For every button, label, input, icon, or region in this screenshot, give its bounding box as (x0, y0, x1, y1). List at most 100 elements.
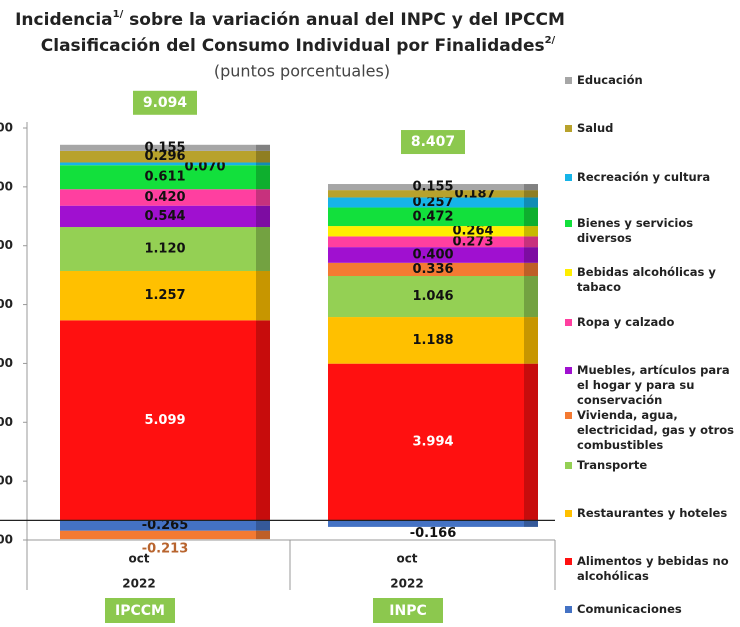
bar-segment (328, 207, 538, 227)
bar-side (524, 236, 538, 248)
legend-swatch (565, 412, 572, 419)
legend-label: Vivienda, agua, electricidad, gas y otro… (577, 408, 734, 452)
bar-side (256, 144, 270, 151)
legend-item: Salud (565, 121, 737, 136)
bar-segment (60, 320, 270, 521)
group-label: INPC (389, 603, 426, 619)
data-label: 1.188 (412, 333, 453, 348)
data-label: 3.994 (412, 435, 453, 450)
data-label: 0.544 (144, 209, 185, 224)
total-box (401, 130, 465, 155)
legend-swatch (565, 220, 572, 227)
legend-label: Restaurantes y hoteles (577, 506, 728, 520)
bar-segment (328, 184, 538, 191)
legend-item: Ropa y calzado (565, 315, 737, 330)
legend-label: Transporte (577, 458, 648, 472)
legend-label: Ropa y calzado (577, 315, 675, 329)
bar-segment (60, 227, 270, 271)
legend-item: Bebidas alcohólicas y tabaco (565, 265, 737, 295)
bar-side (256, 320, 270, 521)
bar-side (524, 184, 538, 191)
legend-label: Comunicaciones (577, 602, 682, 616)
bar-segment (328, 317, 538, 364)
data-label: -0.265 (142, 518, 189, 533)
legend-label: Alimentos y bebidas no alcohólicas (577, 554, 729, 583)
y-tick-label: 00 (0, 533, 13, 547)
bar-segment (60, 530, 270, 540)
bar-side (256, 189, 270, 206)
data-label: 0.257 (412, 195, 453, 210)
data-label: -0.166 (410, 526, 457, 541)
data-label: 0.296 (144, 149, 185, 164)
bar-segment (60, 520, 270, 531)
bar-side (524, 276, 538, 318)
legend-label: Salud (577, 121, 614, 135)
data-label: 1.257 (144, 288, 185, 303)
legend-label: Muebles, artículos para el hogar y para … (577, 363, 730, 407)
bar-segment (328, 247, 538, 263)
legend-item: Recreación y cultura (565, 170, 737, 185)
bar-segment (60, 189, 270, 206)
legend-swatch (565, 462, 572, 469)
bar-segment (60, 150, 270, 163)
unit-label: (puntos porcentuales) (214, 62, 390, 81)
data-label: 0.070 (184, 159, 225, 174)
y-tick-label: 00 (0, 238, 13, 252)
legend-swatch (565, 606, 572, 613)
bar-segment (60, 165, 270, 190)
bar-side (256, 270, 270, 321)
bar-segment (60, 162, 270, 166)
chart-title: Incidencia1/ sobre la variación anual de… (15, 9, 565, 30)
bar-segment (328, 197, 538, 208)
data-label: 0.400 (412, 247, 453, 262)
total-label: 8.407 (411, 134, 455, 150)
legend-label: Recreación y cultura (577, 170, 711, 184)
bar-side (524, 247, 538, 263)
legend-swatch (565, 77, 572, 84)
data-label: 0.273 (452, 234, 493, 249)
legend-label: Educación (577, 73, 643, 87)
bar-side (256, 530, 270, 540)
legend-item: Educación (565, 73, 737, 88)
legend-item: Transporte (565, 458, 737, 473)
chart-subtitle: Clasificación del Consumo Individual por… (41, 35, 556, 56)
legend-item: Muebles, artículos para el hogar y para … (565, 363, 737, 408)
x-tick-label: oct (396, 552, 417, 566)
bar-segment (328, 236, 538, 248)
bar-segment (328, 276, 538, 318)
bar-segment (328, 262, 538, 277)
bar-side (256, 520, 270, 531)
bar-side (524, 317, 538, 364)
legend-swatch (565, 510, 572, 517)
y-tick-label: 00 (0, 121, 13, 135)
data-label: -0.213 (142, 541, 189, 556)
total-label: 9.094 (143, 95, 188, 111)
bar-side (256, 227, 270, 271)
y-tick-label: 00 (0, 179, 13, 193)
legend-label: Bebidas alcohólicas y tabaco (577, 265, 716, 294)
subtitle-text: Clasificación del Consumo Individual por… (41, 36, 545, 56)
legend-item: Comunicaciones (565, 602, 737, 617)
bar-segment (60, 270, 270, 321)
bar-side (256, 205, 270, 228)
bar-side (524, 520, 538, 527)
group-box (105, 598, 175, 623)
bar-side (524, 197, 538, 208)
legend-swatch (565, 269, 572, 276)
bar-side (524, 262, 538, 277)
data-label: 5.099 (144, 413, 185, 428)
bar-side (524, 207, 538, 227)
bar-segment (328, 520, 538, 527)
x-year-label: 2022 (122, 577, 155, 591)
bar-side (256, 162, 270, 166)
title-sup: 1/ (113, 9, 124, 20)
y-tick-label: 00 (0, 356, 13, 370)
legend-item: Alimentos y bebidas no alcohólicas (565, 554, 737, 584)
bar-side (256, 150, 270, 163)
data-label: 0.264 (452, 224, 493, 239)
data-label: 0.155 (412, 180, 453, 195)
legend-item: Vivienda, agua, electricidad, gas y otro… (565, 408, 737, 453)
bar-segment (60, 205, 270, 228)
group-label: IPCCM (115, 603, 165, 619)
